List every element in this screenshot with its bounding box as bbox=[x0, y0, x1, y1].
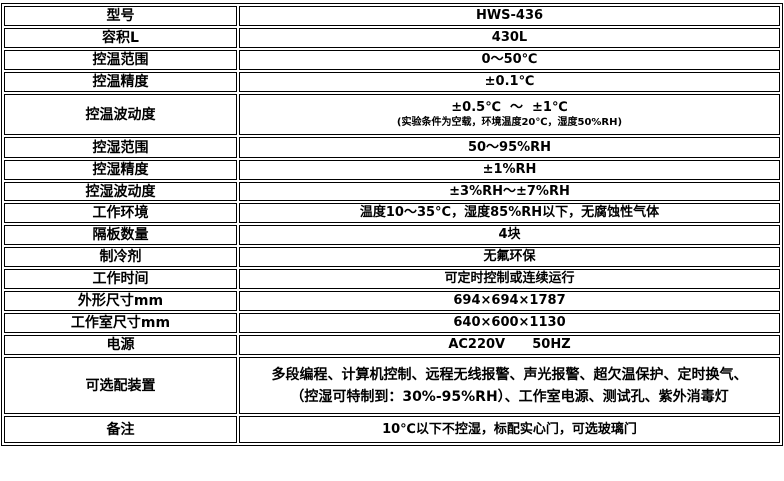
spec-value: ±0.5℃ ～ ±1℃ bbox=[451, 100, 568, 115]
spec-value: ±0.1℃ bbox=[484, 74, 535, 89]
spec-value-cell: 0～50℃ bbox=[239, 50, 780, 70]
table-row: 制冷剂 无氟环保 bbox=[4, 247, 780, 267]
spec-label: 制冷剂 bbox=[4, 247, 237, 267]
spec-value: 50～95%RH bbox=[467, 139, 552, 155]
spec-label: 外形尺寸mm bbox=[4, 291, 237, 311]
spec-value-cell: 430L bbox=[239, 28, 780, 48]
table-row: 隔板数量 4块 bbox=[4, 225, 780, 245]
spec-label: 控湿精度 bbox=[4, 160, 237, 180]
spec-note: (实验条件为空载，环境温度20℃，湿度50%RH) bbox=[396, 117, 623, 128]
spec-value-cell: 多段编程、计算机控制、远程无线报警、声光报警、超欠温保护、定时换气、（控湿可特制… bbox=[239, 357, 780, 414]
spec-value-cell: ±3%RH～±7%RH bbox=[239, 182, 780, 201]
table-row: 外形尺寸mm 694×694×1787 bbox=[4, 291, 780, 311]
spec-value: HWS-436 bbox=[475, 8, 544, 23]
table-row: 工作环境 温度10～35°C，湿度85%RH以下，无腐蚀性气体 bbox=[4, 203, 780, 223]
spec-value: 温度10～35°C，湿度85%RH以下，无腐蚀性气体 bbox=[359, 205, 660, 220]
spec-value-cell: 10℃以下不控湿，标配实心门，可选玻璃门 bbox=[239, 416, 780, 443]
spec-label: 控湿波动度 bbox=[4, 182, 237, 201]
spec-value: 0～50℃ bbox=[481, 52, 538, 67]
spec-value-cell: 可定时控制或连续运行 bbox=[239, 269, 780, 289]
table-row: 备注 10℃以下不控湿，标配实心门，可选玻璃门 bbox=[4, 416, 780, 443]
spec-value: ±1%RH bbox=[482, 162, 537, 177]
spec-value-cell: 694×694×1787 bbox=[239, 291, 780, 311]
spec-label: 电源 bbox=[4, 335, 237, 355]
spec-value: 694×694×1787 bbox=[453, 293, 566, 308]
spec-value-cell: 无氟环保 bbox=[239, 247, 780, 267]
spec-value: 4块 bbox=[498, 227, 521, 242]
spec-label: 控温波动度 bbox=[4, 94, 237, 135]
spec-value-cell: HWS-436 bbox=[239, 6, 780, 26]
spec-value-cell: AC220V 50HZ bbox=[239, 335, 780, 355]
spec-label: 容积L bbox=[4, 28, 237, 48]
spec-label: 工作时间 bbox=[4, 269, 237, 289]
table-row: 型号 HWS-436 bbox=[4, 6, 780, 26]
table-row: 电源 AC220V 50HZ bbox=[4, 335, 780, 355]
spec-value-cell: ±1%RH bbox=[239, 160, 780, 180]
spec-value: 10℃以下不控湿，标配实心门，可选玻璃门 bbox=[382, 421, 637, 437]
spec-value: 430L bbox=[491, 30, 528, 45]
table-row: 可选配装置 多段编程、计算机控制、远程无线报警、声光报警、超欠温保护、定时换气、（… bbox=[4, 357, 780, 414]
table-row: 控湿波动度 ±3%RH～±7%RH bbox=[4, 182, 780, 201]
table-row: 控温波动度 ±0.5℃ ～ ±1℃ (实验条件为空载，环境温度20℃，湿度50%RH… bbox=[4, 94, 780, 135]
spec-label: 可选配装置 bbox=[4, 357, 237, 414]
spec-value: 多段编程、计算机控制、远程无线报警、声光报警、超欠温保护、定时换气、（控湿可特制… bbox=[271, 366, 748, 405]
spec-value-cell: 640×600×1130 bbox=[239, 313, 780, 333]
spec-label: 控温范围 bbox=[4, 50, 237, 70]
spec-value: AC220V 50HZ bbox=[448, 337, 571, 352]
table-row: 控温范围 0～50℃ bbox=[4, 50, 780, 70]
table-row: 控湿范围 50～95%RH bbox=[4, 137, 780, 158]
spec-value: 640×600×1130 bbox=[453, 315, 566, 330]
spec-label: 工作环境 bbox=[4, 203, 237, 223]
spec-value: 可定时控制或连续运行 bbox=[444, 271, 575, 286]
table-row: 控温精度 ±0.1℃ bbox=[4, 72, 780, 92]
spec-value: ±3%RH～±7%RH bbox=[449, 183, 570, 199]
spec-value-cell: 4块 bbox=[239, 225, 780, 245]
spec-label: 备注 bbox=[4, 416, 237, 443]
spec-label: 工作室尺寸mm bbox=[4, 313, 237, 333]
spec-value-cell: ±0.1℃ bbox=[239, 72, 780, 92]
spec-label: 控温精度 bbox=[4, 72, 237, 92]
spec-label: 控湿范围 bbox=[4, 137, 237, 158]
spec-table: 型号 HWS-436 容积L 430L 控温范围 0～50℃ 控温精度 ±0.1℃ 控温波动度 ±… bbox=[1, 3, 783, 446]
table-row: 工作时间 可定时控制或连续运行 bbox=[4, 269, 780, 289]
spec-label: 隔板数量 bbox=[4, 225, 237, 245]
spec-value-cell: 温度10～35°C，湿度85%RH以下，无腐蚀性气体 bbox=[239, 203, 780, 223]
table-row: 控湿精度 ±1%RH bbox=[4, 160, 780, 180]
table-row: 工作室尺寸mm 640×600×1130 bbox=[4, 313, 780, 333]
spec-value-cell: 50～95%RH bbox=[239, 137, 780, 158]
table-row: 容积L 430L bbox=[4, 28, 780, 48]
spec-value-cell: ±0.5℃ ～ ±1℃ (实验条件为空载，环境温度20℃，湿度50%RH) bbox=[239, 94, 780, 135]
spec-value: 无氟环保 bbox=[483, 249, 536, 264]
spec-label: 型号 bbox=[4, 6, 237, 26]
